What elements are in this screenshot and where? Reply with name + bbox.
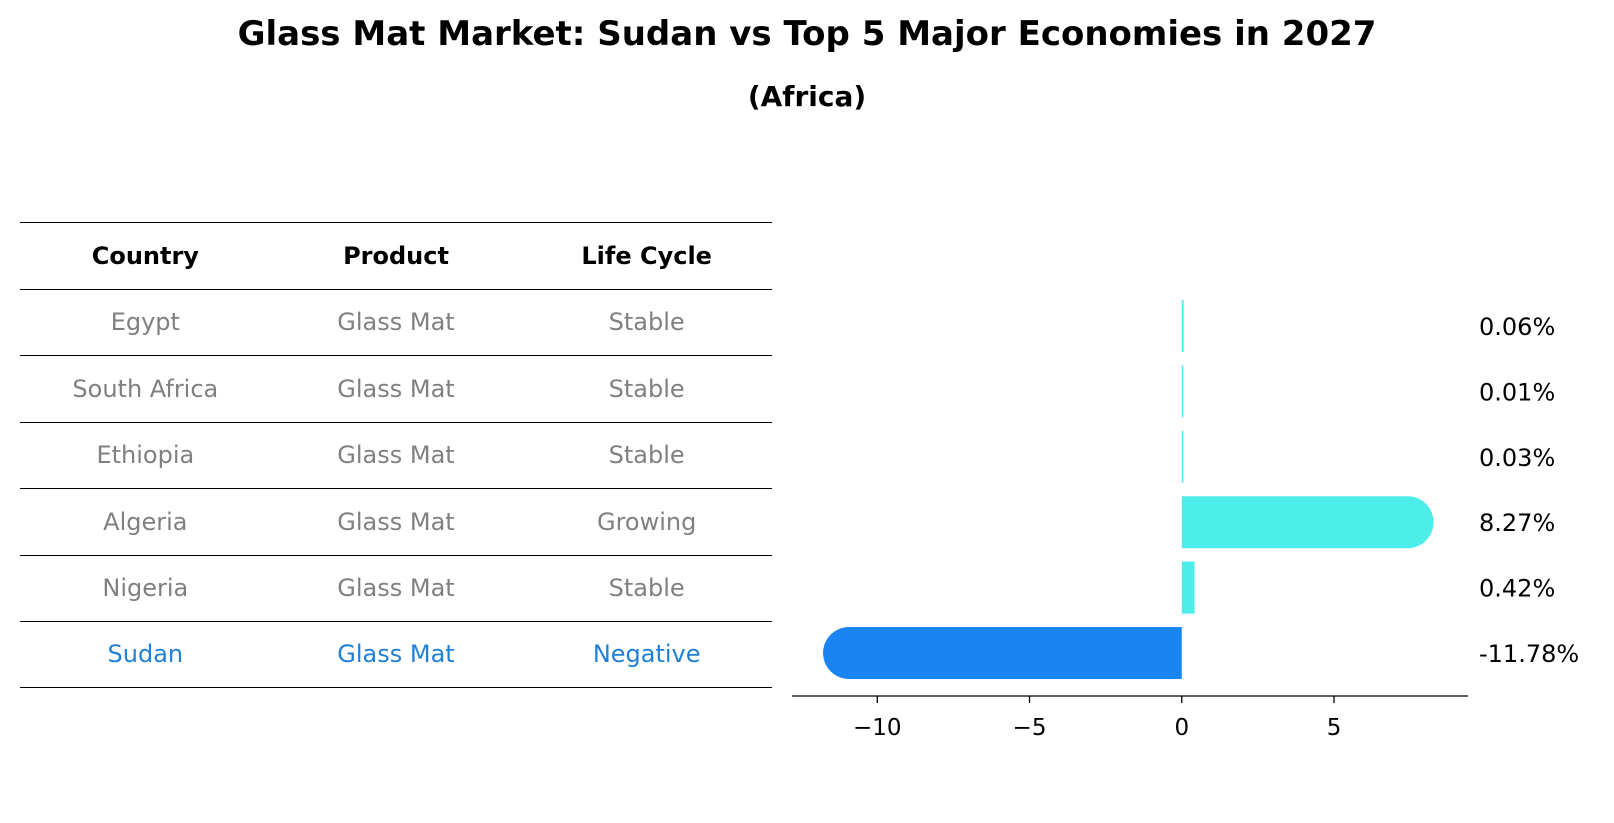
- cell-country: Ethiopia: [96, 441, 195, 470]
- bar-sudan: [823, 627, 1182, 679]
- cell-product: Glass Mat: [337, 640, 455, 669]
- cell-life-cycle: Stable: [608, 574, 685, 603]
- cell-product: Glass Mat: [337, 507, 455, 536]
- header-product: Product: [343, 241, 449, 270]
- cell-product: Glass Mat: [337, 374, 455, 403]
- cell-country: Sudan: [107, 640, 184, 669]
- cell-life-cycle: Stable: [608, 308, 685, 337]
- bars-group: [823, 300, 1434, 679]
- value-label: 0.01%: [1479, 378, 1555, 406]
- x-tick-label: 5: [1327, 715, 1342, 741]
- bar-algeria: [1181, 496, 1434, 549]
- chart-title: Glass Mat Market: Sudan vs Top 5 Major E…: [237, 14, 1377, 54]
- x-tick-label: 0: [1174, 715, 1189, 741]
- country-table: Country Product Life Cycle Egypt Glass M…: [20, 222, 772, 688]
- table-row-highlight: Sudan Glass Mat Negative: [20, 621, 772, 688]
- cell-life-cycle: Stable: [608, 441, 685, 470]
- cell-product: Glass Mat: [337, 574, 455, 603]
- table-row: South Africa Glass Mat Stable: [20, 355, 772, 422]
- table-header-row: Country Product Life Cycle: [20, 222, 772, 289]
- bar-egypt: [1181, 300, 1184, 352]
- cell-life-cycle: Negative: [592, 640, 701, 669]
- chart-subtitle: (Africa): [747, 80, 867, 113]
- value-label: 0.06%: [1479, 313, 1555, 341]
- value-labels-group: 0.06% 0.01% 0.03% 8.27% 0.42% -11.78%: [1479, 313, 1579, 668]
- bar-nigeria: [1181, 561, 1195, 614]
- cell-product: Glass Mat: [337, 308, 455, 337]
- bar-ethiopia: [1181, 430, 1184, 483]
- x-ticks-group: −10 −5 0 5: [853, 696, 1341, 741]
- table-row: Algeria Glass Mat Growing: [20, 488, 772, 555]
- cell-life-cycle: Stable: [608, 374, 685, 403]
- x-tick-label: −5: [1013, 715, 1047, 741]
- table-row: Ethiopia Glass Mat Stable: [20, 421, 772, 489]
- cell-life-cycle: Growing: [596, 507, 697, 536]
- x-tick-label: −10: [853, 715, 902, 741]
- table-row: Nigeria Glass Mat Stable: [20, 554, 772, 622]
- value-label: 0.03%: [1479, 444, 1555, 472]
- header-country: Country: [91, 241, 199, 270]
- value-label: -11.78%: [1479, 640, 1579, 668]
- cell-country: South Africa: [72, 374, 219, 403]
- cell-product: Glass Mat: [337, 441, 455, 470]
- table-row: Egypt Glass Mat Stable: [20, 288, 772, 356]
- cell-country: Egypt: [110, 308, 180, 337]
- header-life-cycle: Life Cycle: [581, 241, 712, 270]
- bar-south-africa: [1181, 365, 1184, 418]
- cell-country: Nigeria: [102, 574, 189, 603]
- cell-country: Algeria: [103, 507, 188, 536]
- value-label: 0.42%: [1479, 575, 1555, 603]
- value-label: 8.27%: [1479, 509, 1555, 537]
